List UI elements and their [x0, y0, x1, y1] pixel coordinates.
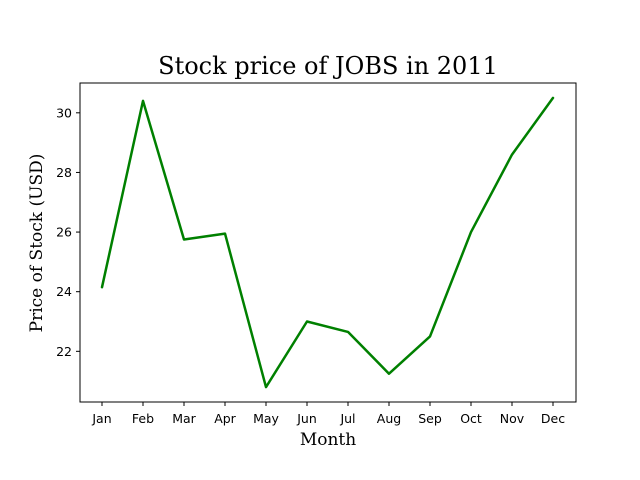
x-tick-label: Dec	[541, 411, 565, 426]
x-tick-label: Jan	[91, 411, 111, 426]
y-axis: 22 24 26 28 30	[56, 105, 80, 359]
chart-title: Stock price of JOBS in 2011	[158, 52, 498, 80]
y-tick-label: 26	[56, 225, 72, 240]
x-tick-label: Jun	[296, 411, 317, 426]
y-tick-label: 22	[56, 344, 72, 359]
x-axis-label: Month	[300, 430, 356, 450]
x-tick-label: Jul	[339, 411, 355, 426]
x-tick-label: Mar	[172, 411, 196, 426]
x-tick-label: May	[253, 411, 279, 426]
price-line	[100, 96, 555, 389]
y-axis-label: Price of Stock (USD)	[27, 154, 47, 333]
x-tick-label: Feb	[132, 411, 154, 426]
x-axis: Jan Feb Mar Apr May Jun Jul Aug Sep Oct Nov Dec	[91, 402, 565, 426]
y-tick-label: 24	[56, 284, 72, 299]
x-tick-label: Nov	[500, 411, 525, 426]
y-tick-label: 28	[56, 165, 72, 180]
x-tick-label: Sep	[418, 411, 442, 426]
x-tick-label: Apr	[214, 411, 236, 426]
plot-area-frame	[79, 82, 577, 403]
x-tick-label: Oct	[460, 411, 482, 426]
y-tick-label: 30	[56, 105, 72, 120]
x-tick-label: Aug	[377, 411, 401, 426]
